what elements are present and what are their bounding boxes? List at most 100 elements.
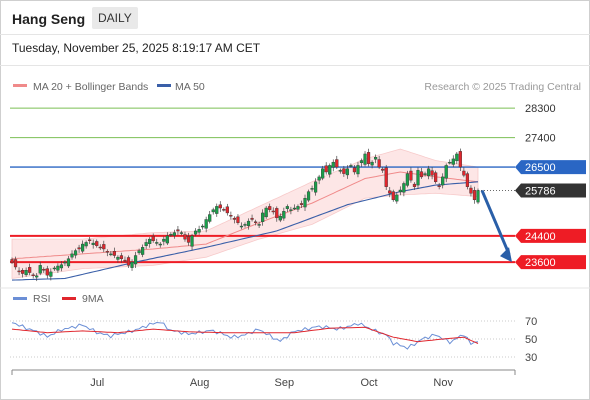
candle-body — [250, 217, 254, 220]
candle-body — [144, 242, 148, 246]
candle-body — [137, 250, 141, 254]
candle-body — [105, 251, 109, 253]
candle-body — [84, 242, 88, 247]
candle-body — [45, 268, 49, 276]
candle-body — [208, 214, 212, 222]
candle-body — [88, 239, 92, 241]
chart-header: Hang Seng DAILY — [0, 0, 590, 36]
level-label-24400: 24400 — [525, 231, 556, 243]
candle-body — [42, 269, 46, 271]
candle-body — [56, 265, 60, 271]
timeframe-badge[interactable]: DAILY — [92, 7, 138, 29]
instrument-name: Hang Seng — [12, 11, 86, 27]
candle-body — [419, 171, 424, 178]
candle-body — [102, 244, 106, 250]
candle-body — [246, 220, 251, 226]
legend-ma20-label: MA 20 + Bollinger Bands — [33, 81, 148, 93]
candle-body — [215, 206, 219, 214]
candle-body — [278, 216, 282, 221]
level-label-25786: 25786 — [525, 185, 556, 197]
candle-body — [109, 253, 113, 256]
candle-body — [472, 190, 477, 201]
candle-body — [335, 159, 339, 168]
level-tag-24400 — [515, 228, 586, 243]
candle-body — [455, 153, 459, 162]
candle-body — [28, 267, 32, 273]
candle-body — [345, 168, 349, 176]
candle-body — [462, 170, 466, 176]
rsi-ma-line — [11, 326, 479, 344]
candle-body — [17, 270, 21, 273]
candle-body — [126, 257, 131, 266]
candle-body — [359, 160, 364, 164]
bollinger-band — [11, 148, 479, 279]
x-tick-jul: Jul — [90, 377, 104, 389]
candle-body — [275, 208, 279, 219]
candle-body — [98, 246, 102, 249]
candle-body — [112, 251, 116, 256]
x-tick-aug: Aug — [190, 377, 210, 389]
candle-body — [66, 258, 71, 267]
candle-body — [289, 209, 293, 211]
candle-body — [476, 190, 480, 203]
candle-body — [296, 206, 300, 210]
level-label-28300: 28300 — [525, 103, 556, 115]
candle-body — [158, 243, 162, 246]
legend-ma50-swatch — [157, 84, 171, 87]
x-tick-sep: Sep — [275, 377, 295, 389]
candle-body — [303, 197, 307, 208]
header-divider — [0, 34, 590, 35]
candle-body — [10, 259, 14, 263]
candle-body — [63, 261, 67, 264]
candle-body — [391, 191, 395, 201]
candle-body — [282, 211, 286, 219]
rsi-tick-50: 50 — [525, 334, 537, 346]
candle-body — [465, 173, 470, 187]
level-label-26500: 26500 — [525, 162, 556, 174]
level-label-27400: 27400 — [525, 133, 556, 145]
candle-body — [423, 173, 427, 175]
candle-body — [395, 194, 399, 202]
candle-body — [271, 210, 275, 213]
candle-body — [374, 157, 378, 160]
x-tick-oct: Oct — [360, 377, 377, 389]
candle-body — [239, 225, 244, 228]
candle-body — [186, 236, 191, 243]
candle-body — [306, 191, 311, 201]
candle-body — [70, 253, 74, 258]
level-tag-25786 — [515, 183, 586, 198]
candle-body — [377, 159, 381, 168]
candle-body — [412, 183, 417, 187]
candle-body — [197, 229, 201, 233]
candle-body — [292, 207, 297, 210]
candle-body — [232, 217, 237, 220]
level-tag-23600 — [515, 255, 586, 270]
copyright-label: Research © 2025 Trading Central — [424, 81, 581, 93]
candle-body — [331, 161, 335, 168]
candle-body — [405, 173, 409, 186]
candle-body — [356, 165, 360, 175]
candle-body — [201, 225, 205, 228]
candle-body — [264, 207, 268, 218]
legend-rsi-ma-swatch — [62, 297, 76, 300]
candle-body — [243, 224, 247, 226]
candle-body — [324, 165, 328, 173]
candle-body — [172, 232, 176, 236]
candle-body — [35, 275, 39, 278]
candle-body — [398, 189, 402, 193]
candle-body — [179, 232, 184, 234]
rsi-line — [11, 321, 479, 350]
candle-body — [363, 153, 367, 165]
candle-body — [388, 190, 392, 194]
candle-body — [451, 158, 455, 165]
timestamp: Tuesday, November 25, 2025 8:19:17 AM CE… — [12, 41, 261, 55]
candle-body — [59, 264, 64, 269]
candle-body — [366, 152, 371, 164]
candle-body — [225, 206, 229, 214]
candle-body — [426, 168, 431, 177]
candle-body — [95, 241, 99, 246]
candle-body — [430, 170, 434, 176]
candle-body — [183, 234, 187, 240]
candle-body — [77, 247, 81, 250]
